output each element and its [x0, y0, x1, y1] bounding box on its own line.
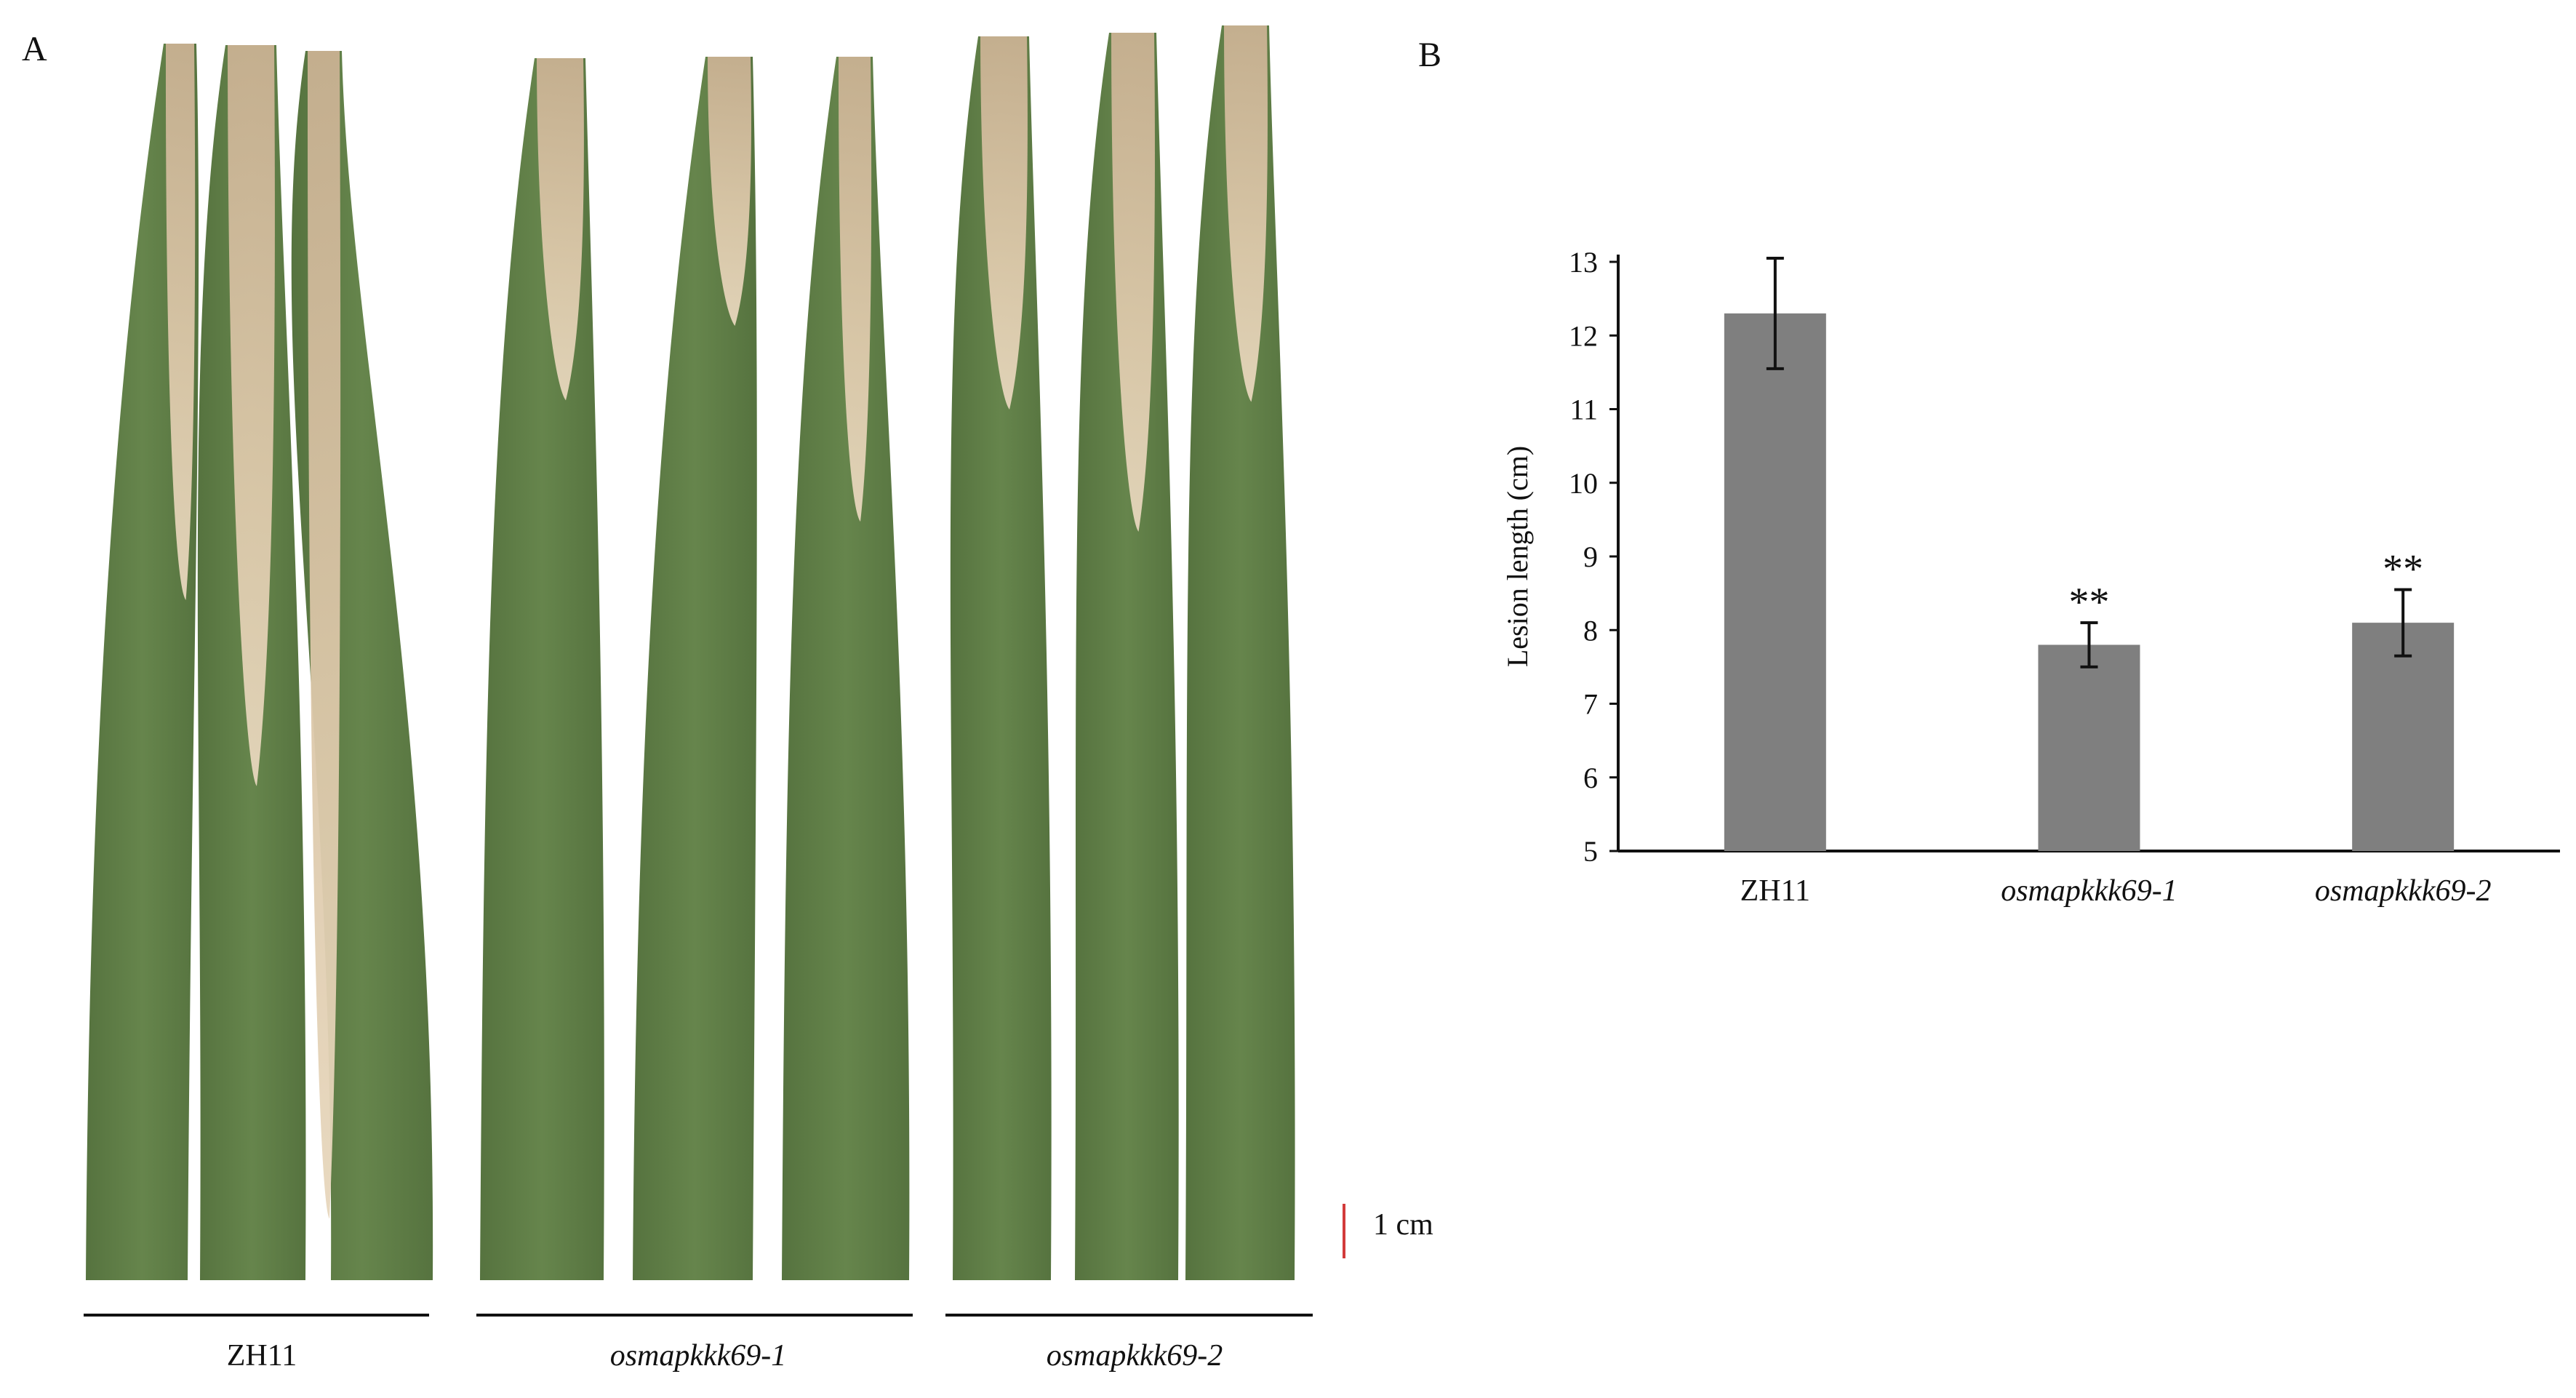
panel-b-label: B — [1418, 36, 1442, 74]
group-label-zh11: ZH11 — [226, 1339, 297, 1373]
scale-bar-label: 1 cm — [1373, 1208, 1433, 1242]
leaf-6 — [782, 57, 910, 1280]
x-tick-label-2: osmapkkk69-1 — [2001, 874, 2177, 908]
y-tick-label: 8 — [1583, 614, 1598, 647]
lesion-8 — [1111, 33, 1155, 532]
leaf-4 — [480, 58, 604, 1280]
leaf-7 — [950, 36, 1052, 1280]
bar-1 — [1724, 313, 1826, 851]
lesion-5 — [708, 57, 751, 327]
x-tick-label-1: ZH11 — [1740, 874, 1810, 908]
y-tick-label: 9 — [1583, 540, 1598, 573]
leaf-8 — [1075, 33, 1179, 1280]
lesion-3 — [307, 51, 341, 1219]
lesion-1 — [165, 44, 196, 600]
x-tick-label-3: osmapkkk69-2 — [2315, 874, 2492, 908]
lesion-7 — [980, 36, 1028, 410]
leaf-9 — [1185, 25, 1295, 1280]
lesion-6 — [838, 57, 872, 522]
lesion-2 — [228, 45, 275, 786]
significance-label-2: ** — [2069, 580, 2110, 625]
y-tick-label: 5 — [1583, 835, 1598, 868]
significance-label-3: ** — [2383, 547, 2423, 592]
lesion-4 — [537, 58, 584, 401]
panel-a-label: A — [22, 30, 47, 68]
y-tick-label: 6 — [1583, 762, 1598, 794]
group-label-osmapkkk69-1: osmapkkk69-1 — [609, 1339, 787, 1373]
y-tick-label: 7 — [1583, 688, 1598, 721]
y-tick-label: 12 — [1569, 319, 1598, 352]
y-tick-label: 10 — [1569, 467, 1598, 500]
y-axis-title: Lesion length (cm) — [1501, 446, 1534, 667]
bar-3 — [2352, 623, 2455, 851]
y-tick-label: 13 — [1569, 246, 1598, 279]
group-label-osmapkkk69-2: osmapkkk69-2 — [1046, 1339, 1223, 1373]
lesion-9 — [1224, 25, 1268, 402]
lesion-length-chart: 5 6 7 8 9 10 11 12 13 Lesion length (cm) ZH11 ** os… — [1501, 246, 2560, 908]
bar-2 — [2038, 644, 2140, 851]
y-tick-label: 11 — [1569, 394, 1598, 426]
leaf-5 — [633, 57, 757, 1280]
